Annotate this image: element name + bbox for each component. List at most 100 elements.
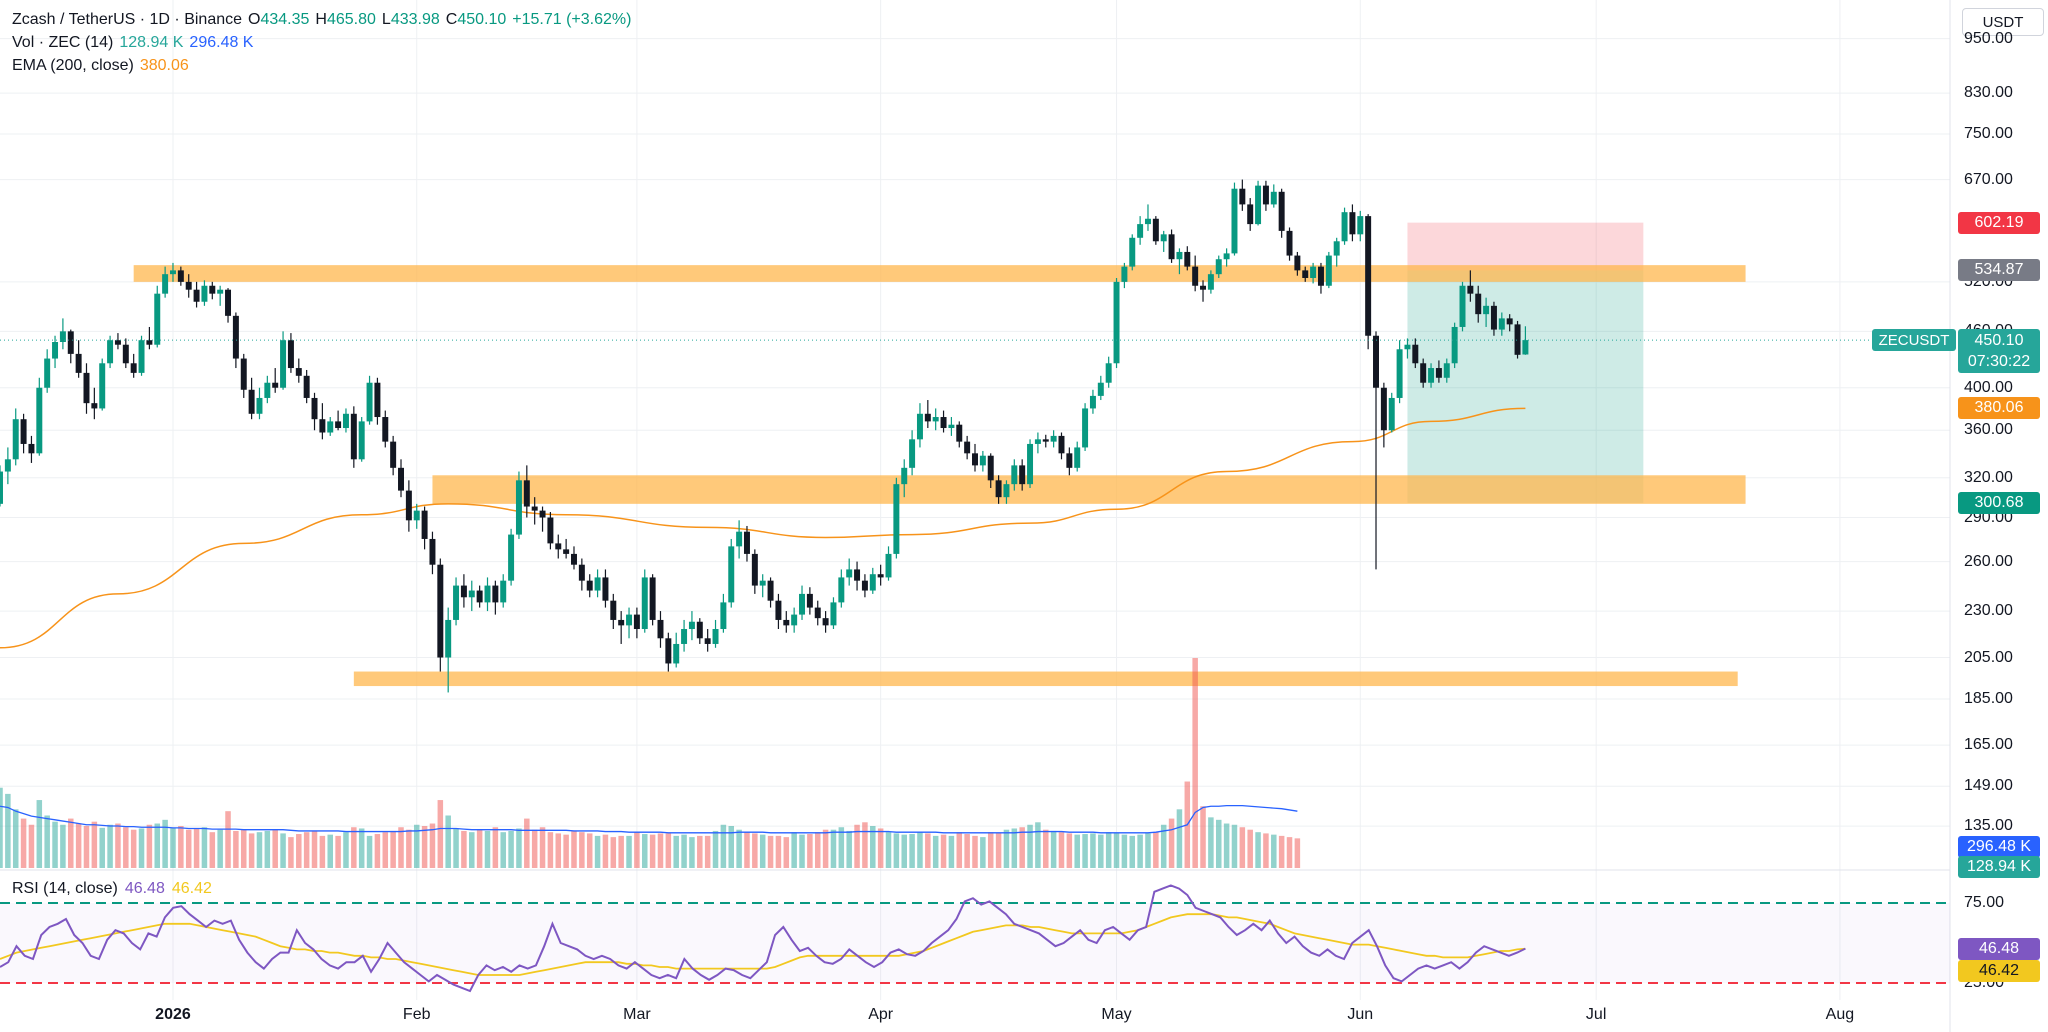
candle bbox=[956, 421, 963, 448]
candle bbox=[688, 611, 695, 641]
candle bbox=[1050, 430, 1057, 448]
candle bbox=[500, 574, 507, 608]
volume-bar bbox=[767, 835, 774, 868]
legend-ema-row[interactable]: EMA (200, close) 380.06 bbox=[12, 54, 631, 77]
volume-bar bbox=[0, 787, 3, 868]
candle bbox=[413, 503, 420, 529]
candle-body bbox=[1467, 285, 1474, 294]
candle bbox=[1341, 207, 1348, 245]
volume-bar bbox=[626, 835, 632, 868]
candle bbox=[193, 281, 200, 308]
candle-body bbox=[1317, 266, 1324, 286]
candle bbox=[1027, 439, 1034, 489]
rsi-band bbox=[0, 903, 1950, 983]
candle-body bbox=[1231, 188, 1238, 254]
volume-bar bbox=[602, 834, 609, 868]
candle bbox=[586, 574, 593, 598]
candle-body bbox=[1113, 281, 1120, 364]
currency-selector[interactable]: USDT bbox=[1962, 8, 2044, 36]
candle bbox=[712, 619, 719, 648]
volume-bar bbox=[744, 832, 750, 868]
volume-bar bbox=[476, 829, 483, 868]
candle-body bbox=[586, 580, 593, 591]
volume-bar bbox=[893, 833, 900, 868]
candle-body bbox=[1089, 395, 1096, 409]
candle bbox=[1207, 270, 1214, 294]
volume-bar bbox=[697, 835, 703, 868]
rsi-legend[interactable]: RSI (14, close) 46.48 46.42 bbox=[12, 880, 212, 898]
candle bbox=[114, 333, 121, 350]
candle-body bbox=[114, 340, 121, 345]
candle-body bbox=[1215, 259, 1222, 275]
volume-bar bbox=[657, 833, 664, 868]
candle bbox=[201, 280, 208, 306]
volume-bar bbox=[240, 829, 247, 868]
volume-bar bbox=[940, 834, 947, 868]
candle bbox=[1310, 262, 1317, 284]
volume-bar bbox=[1129, 835, 1136, 868]
volume-bar bbox=[1074, 834, 1080, 868]
candle-body bbox=[1475, 293, 1482, 315]
candle-body bbox=[515, 480, 522, 535]
candle-body bbox=[1160, 234, 1167, 242]
volume-bar bbox=[1066, 833, 1073, 868]
volume-bar bbox=[673, 835, 679, 868]
candle bbox=[75, 340, 82, 378]
volume-bar bbox=[728, 826, 735, 868]
candle bbox=[1152, 216, 1159, 245]
candle-body bbox=[783, 619, 790, 626]
volume-bar bbox=[1263, 833, 1269, 868]
volume-bar bbox=[445, 815, 451, 868]
candle bbox=[555, 534, 562, 559]
candle bbox=[28, 435, 35, 463]
candle bbox=[264, 375, 271, 404]
candle bbox=[390, 435, 397, 476]
candle bbox=[256, 387, 263, 420]
volume-bar bbox=[351, 827, 357, 868]
candle bbox=[539, 506, 546, 532]
candle-body bbox=[217, 289, 224, 294]
volume-bar bbox=[1278, 835, 1285, 868]
candle-body bbox=[948, 424, 955, 429]
candle bbox=[1223, 248, 1230, 267]
candle bbox=[122, 338, 129, 369]
candle bbox=[405, 480, 412, 532]
candle bbox=[799, 585, 806, 620]
volume-bar bbox=[885, 832, 892, 868]
volume-bar bbox=[335, 835, 341, 868]
candle-body bbox=[1443, 363, 1450, 378]
time-tick-label: Aug bbox=[1825, 1006, 1855, 1023]
volume-bar bbox=[862, 822, 868, 868]
candle bbox=[806, 587, 813, 615]
candle bbox=[909, 430, 916, 476]
candle bbox=[916, 403, 923, 448]
volume-bar bbox=[138, 828, 145, 868]
candle-body bbox=[1428, 368, 1435, 383]
candle-body bbox=[67, 331, 74, 354]
legend-volume-row[interactable]: Vol · ZEC (14) 128.94 K 296.48 K bbox=[12, 31, 631, 54]
candle bbox=[460, 574, 467, 608]
candle-body bbox=[256, 397, 263, 414]
candle-body bbox=[52, 342, 59, 359]
candle-body bbox=[743, 531, 750, 554]
candle-body bbox=[75, 353, 82, 373]
rsi-legend-ma: 46.42 bbox=[171, 880, 212, 897]
candle bbox=[1074, 441, 1081, 472]
volume-bar bbox=[115, 823, 121, 868]
candle bbox=[107, 335, 114, 369]
candle bbox=[775, 593, 782, 630]
candle-body bbox=[854, 569, 861, 581]
volume-bar bbox=[1043, 829, 1049, 868]
candle-body bbox=[1459, 285, 1466, 327]
legend-low: 433.98 bbox=[390, 11, 440, 28]
price-tick-label: 135.00 bbox=[1964, 817, 2013, 835]
volume-bar bbox=[130, 829, 137, 868]
volume-bar bbox=[1137, 834, 1143, 868]
candle-body bbox=[374, 382, 381, 418]
candle bbox=[1231, 182, 1238, 256]
candle-body bbox=[846, 569, 853, 578]
volume-bar bbox=[901, 834, 907, 868]
candle bbox=[232, 312, 239, 369]
candle-body bbox=[264, 382, 271, 398]
